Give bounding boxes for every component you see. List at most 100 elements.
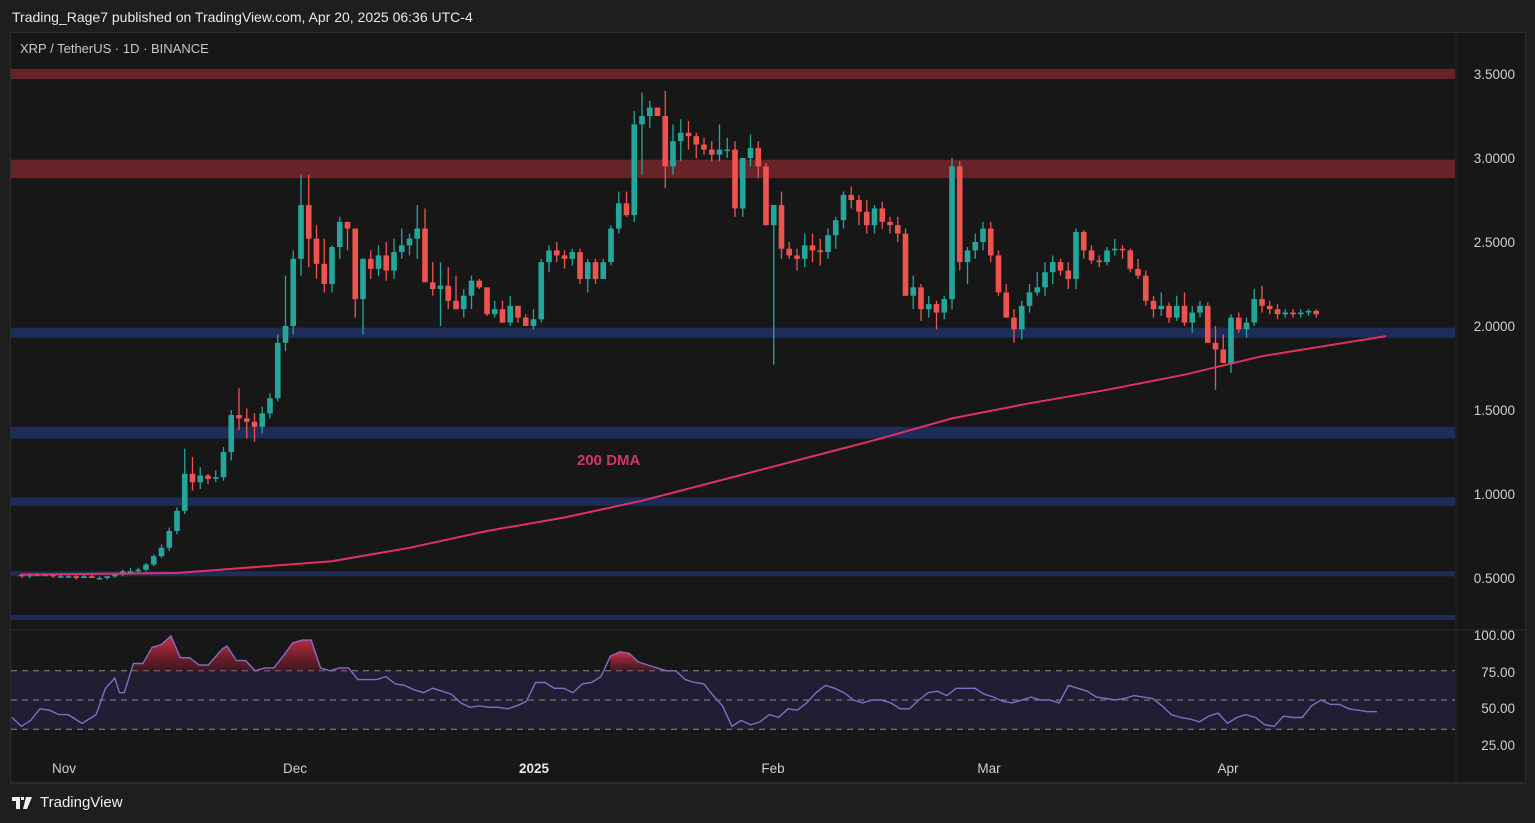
- candle-body: [352, 228, 359, 300]
- rsi-overbought-fill: [610, 651, 676, 671]
- candle-body: [42, 574, 49, 577]
- candle-body: [445, 285, 452, 301]
- candle-body: [871, 208, 878, 226]
- candle-body: [367, 258, 374, 269]
- candle-body: [1034, 287, 1041, 293]
- candle-body: [166, 530, 173, 548]
- candle-body: [1235, 317, 1242, 330]
- tradingview-logo[interactable]: TradingView: [12, 794, 123, 811]
- candle-body: [623, 203, 630, 216]
- candle-body: [615, 203, 622, 229]
- candle-body: [530, 319, 537, 326]
- candle-body: [65, 576, 72, 578]
- candle-body: [484, 287, 490, 315]
- rsi-line: [11, 634, 1377, 728]
- price-axis-label: 0.5000: [1473, 571, 1515, 586]
- candle-body: [561, 255, 568, 259]
- candle-body: [197, 475, 204, 483]
- candle-body: [491, 309, 498, 315]
- candle-body: [112, 574, 118, 577]
- candle-body: [538, 262, 545, 320]
- candle-body: [336, 221, 343, 248]
- candle-body: [96, 578, 103, 580]
- candle-body: [801, 245, 808, 259]
- candle-body: [88, 576, 95, 578]
- candle-body: [1096, 260, 1103, 263]
- candle-body: [724, 149, 731, 152]
- candle-body: [918, 287, 924, 310]
- price-axis-label: 3.0000: [1473, 151, 1515, 166]
- candle-body: [1135, 268, 1141, 276]
- candle-body: [19, 574, 25, 577]
- candle-body: [608, 228, 614, 263]
- tradingview-logo-icon: [12, 796, 32, 809]
- candle-body: [670, 141, 676, 167]
- candle-body: [212, 477, 219, 479]
- candle-body: [1228, 317, 1234, 363]
- candle-body: [1057, 262, 1064, 271]
- candle-body: [592, 262, 599, 279]
- candle-body: [949, 166, 955, 300]
- candle-body: [243, 418, 250, 422]
- candle-body: [274, 342, 281, 399]
- candle-body: [987, 228, 994, 256]
- candle-body: [406, 238, 413, 246]
- candle-body: [1189, 312, 1196, 323]
- candle-body: [150, 556, 157, 565]
- candle-body: [933, 304, 940, 313]
- candle-body: [1290, 312, 1296, 315]
- candle-body: [848, 194, 855, 200]
- candle-body: [732, 149, 738, 209]
- candle-body: [398, 245, 405, 253]
- candle-body: [902, 233, 909, 296]
- candle-body: [1204, 305, 1211, 343]
- candle-body: [639, 116, 645, 125]
- time-axis-label: 2025: [518, 761, 550, 776]
- time-axis-label: Nov: [51, 761, 77, 776]
- candle-body: [1104, 250, 1110, 263]
- support-zone: [11, 426, 1455, 439]
- candle-body: [1266, 305, 1273, 310]
- candle-body: [1088, 250, 1095, 261]
- candle-body: [189, 473, 196, 483]
- candle-body: [910, 287, 917, 296]
- candle-body: [1297, 312, 1304, 315]
- candle-body: [879, 208, 886, 222]
- candle-body: [181, 473, 188, 511]
- candle-body: [1181, 305, 1188, 323]
- candle-body: [856, 200, 862, 212]
- candle-body: [1274, 309, 1281, 315]
- candle-body: [515, 305, 521, 318]
- candle-body: [778, 205, 785, 249]
- candle-body: [522, 317, 529, 326]
- candle-body: [863, 211, 870, 226]
- candle-body: [143, 564, 149, 570]
- candle-body: [1111, 248, 1118, 251]
- candle-body: [941, 299, 948, 313]
- candle-body: [600, 262, 607, 279]
- candle-body: [569, 252, 576, 259]
- candle-body: [1042, 272, 1048, 288]
- dma-annotation-label: 200 DMA: [577, 452, 641, 469]
- candle-body: [770, 205, 777, 226]
- candle-body: [716, 149, 723, 155]
- rsi-axis-label: 75.00: [1481, 665, 1515, 680]
- candle-body: [546, 250, 552, 263]
- candle-body: [383, 255, 390, 271]
- candle-body: [290, 258, 297, 326]
- candle-body: [708, 149, 715, 155]
- candle-body: [1259, 299, 1265, 306]
- candle-body: [825, 235, 831, 253]
- rsi-overbought-fill: [133, 635, 349, 671]
- candle-body: [57, 576, 64, 578]
- candle-body: [127, 571, 134, 573]
- candle-body: [1073, 231, 1079, 279]
- candle-body: [1212, 342, 1219, 350]
- candle-body: [1049, 262, 1056, 273]
- candle-body: [414, 228, 421, 239]
- candle-body: [1018, 305, 1025, 330]
- time-axis-label: Mar: [977, 761, 1001, 776]
- candle-body: [429, 282, 436, 290]
- candle-body: [468, 280, 475, 296]
